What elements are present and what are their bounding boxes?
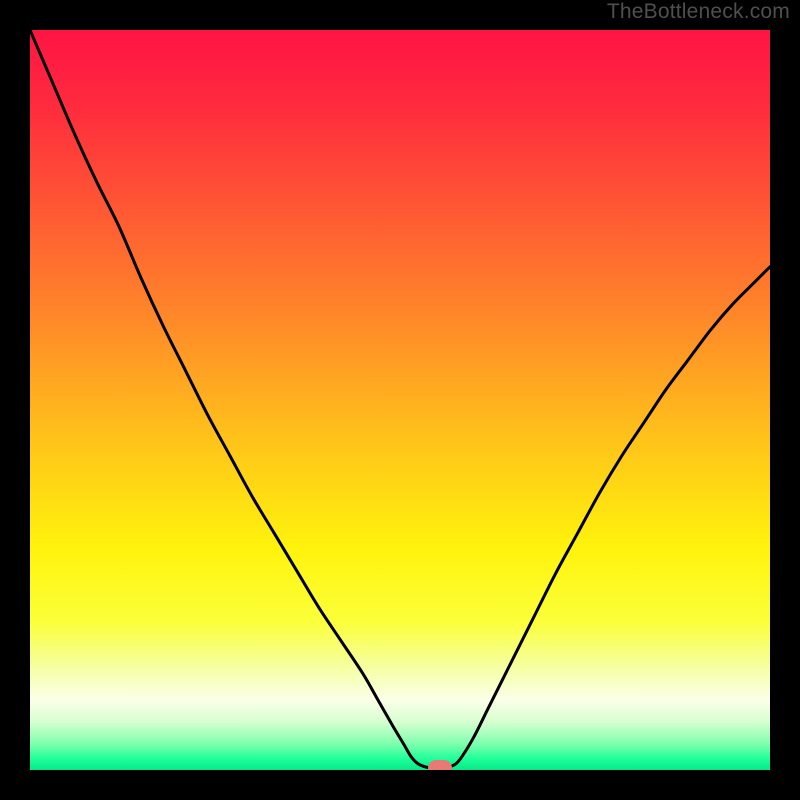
optimal-point-marker: [428, 760, 452, 770]
chart-plot-area: [30, 30, 770, 770]
bottleneck-curve: [30, 30, 770, 770]
watermark-text: TheBottleneck.com: [607, 0, 790, 24]
